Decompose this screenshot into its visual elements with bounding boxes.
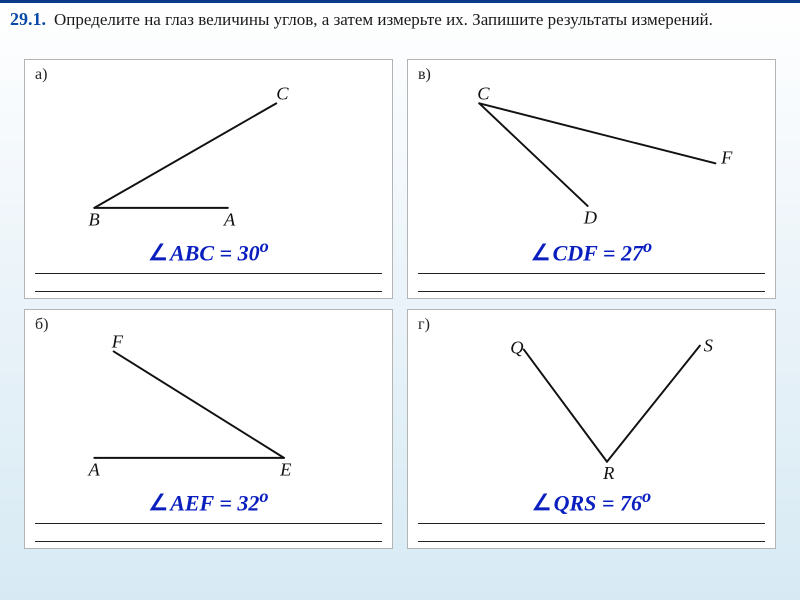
pt-F: F [111,334,124,352]
answer-abc: ∠ABC = 30o [148,236,268,266]
angle-diagram-abc: B A C [25,84,392,234]
pt-A: A [88,459,101,479]
rule-line [35,541,382,542]
angle-diagram-qrs: R Q S [408,334,775,484]
panel-label: б) [35,316,48,334]
pt-F: F [720,147,733,167]
rule-line [35,523,382,524]
rule-line [418,291,765,292]
pt-C: C [477,84,490,103]
panel-v: в) C D F ∠CDF = 27o [407,59,776,299]
panel-g: г) R Q S ∠QRS = 76o [407,309,776,549]
pt-D: D [583,207,597,227]
pt-A: A [223,209,236,229]
ray-bc [94,103,276,208]
panel-label: в) [418,66,431,84]
panel-b: б) E A F ∠AEF = 32o [24,309,393,549]
pt-Q: Q [510,337,523,357]
answer-cdf: ∠CDF = 27o [531,236,652,266]
pt-B: B [89,209,100,229]
panel-label: а) [35,66,47,84]
ray-cd [479,103,587,206]
exercise-number: 29.1. [10,9,46,31]
angle-diagram-aef: E A F [25,334,392,484]
answer-aef: ∠AEF = 32o [148,486,268,516]
rule-line [418,273,765,274]
rule-line [418,523,765,524]
answer-qrs: ∠QRS = 76o [532,486,651,516]
ray-cf [479,103,715,163]
ray-rs [607,346,700,462]
angle-diagram-cdf: C D F [408,84,775,234]
panels-grid: а) B A C ∠ABC = 30o в) C D F ∠CDF = 27o [0,35,800,563]
pt-E: E [279,459,291,479]
exercise-prompt: Определите на глаз величины углов, а зат… [54,9,713,31]
ray-rq [524,350,607,462]
pt-R: R [602,463,614,483]
ray-ef [114,352,284,458]
pt-C: C [276,84,289,103]
rule-line [35,291,382,292]
rule-line [418,541,765,542]
pt-S: S [704,336,713,356]
exercise-header: 29.1. Определите на глаз величины углов,… [0,0,800,35]
rule-line [35,273,382,274]
panel-a: а) B A C ∠ABC = 30o [24,59,393,299]
panel-label: г) [418,316,430,334]
